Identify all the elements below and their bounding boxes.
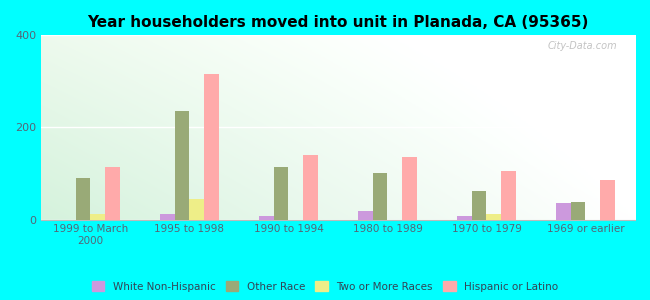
Bar: [472, 191, 486, 220]
Bar: [204, 74, 219, 220]
Bar: [274, 167, 289, 220]
Bar: [571, 202, 586, 220]
Bar: [259, 216, 274, 220]
Bar: [358, 211, 372, 220]
Text: City-Data.com: City-Data.com: [547, 41, 618, 51]
Bar: [175, 111, 190, 220]
Title: Year householders moved into unit in Planada, CA (95365): Year householders moved into unit in Pla…: [87, 15, 589, 30]
Bar: [457, 216, 472, 220]
Bar: [90, 214, 105, 220]
Legend: White Non-Hispanic, Other Race, Two or More Races, Hispanic or Latino: White Non-Hispanic, Other Race, Two or M…: [88, 278, 562, 295]
Bar: [556, 203, 571, 220]
Bar: [601, 180, 615, 220]
Bar: [160, 214, 175, 220]
Bar: [190, 199, 204, 220]
Bar: [372, 173, 387, 220]
Bar: [402, 158, 417, 220]
Bar: [304, 155, 318, 220]
Bar: [75, 178, 90, 220]
Bar: [486, 214, 501, 220]
Bar: [501, 171, 516, 220]
Bar: [105, 167, 120, 220]
